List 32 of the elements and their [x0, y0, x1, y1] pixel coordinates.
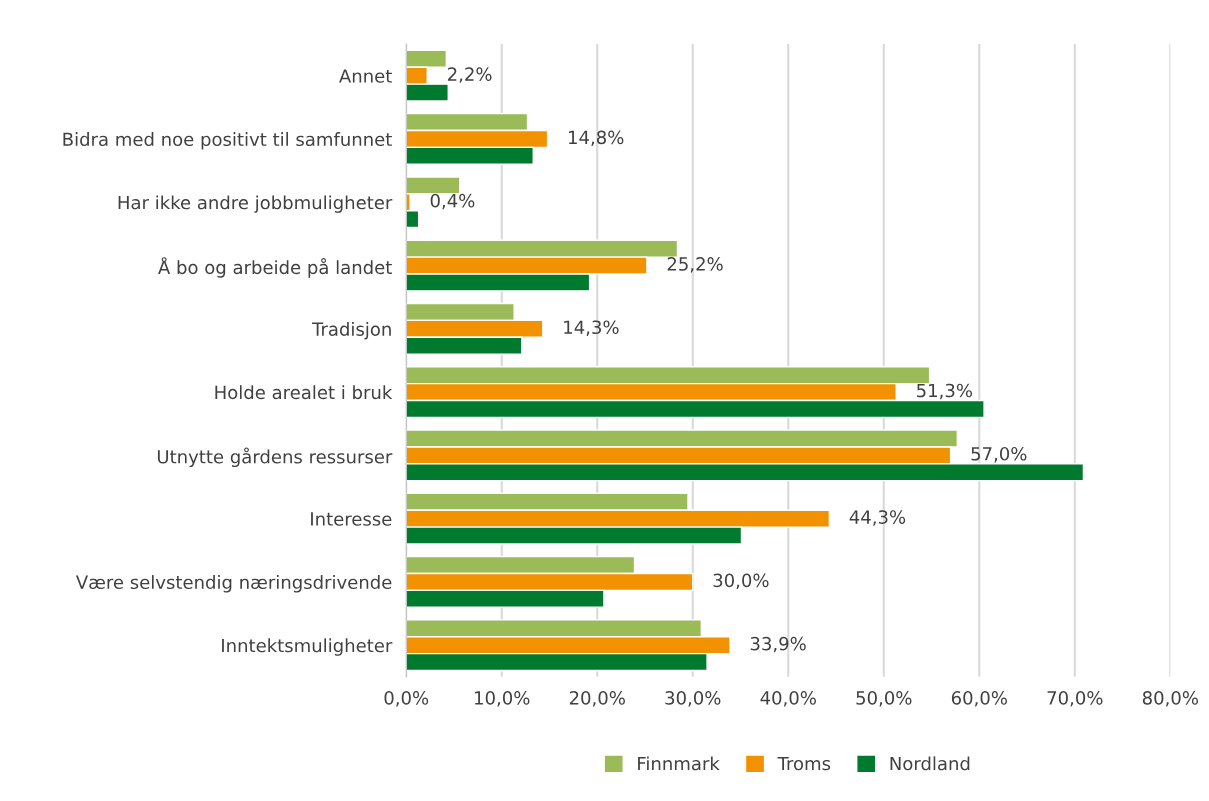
data-label: 30,0%	[713, 573, 769, 590]
data-label: 2,2%	[448, 67, 492, 83]
x-tick-label: 50,0%	[856, 691, 912, 707]
legend-label: Nordland	[890, 756, 970, 771]
data-label: 44,3%	[849, 510, 906, 526]
data-label: 25,2%	[667, 257, 723, 273]
y-tick-label: Interesse	[311, 512, 392, 526]
y-tick-label: Har ikke andre jobbmuligheter	[118, 195, 393, 213]
legend-label: Troms	[777, 756, 831, 771]
data-label: 33,9%	[750, 636, 806, 653]
y-tick-label: Tradisjon	[312, 321, 391, 340]
x-tick-label: 10,0%	[475, 691, 530, 707]
y-tick-label: Være selvstendig næringsdrivende	[75, 575, 392, 593]
legend-label: Finnmark	[638, 756, 720, 771]
x-tick-label: 40,0%	[760, 691, 816, 707]
x-tick-label: 30,0%	[665, 691, 721, 707]
y-tick-label: Å bo og arbeide på landet	[158, 257, 392, 278]
data-label: 14,8%	[569, 130, 624, 147]
x-tick-label: 60,0%	[951, 691, 1007, 707]
data-label: 51,3%	[917, 383, 972, 400]
y-tick-label: Utnytte gårdens ressurser	[157, 447, 393, 468]
x-tick-label: 70,0%	[1047, 691, 1103, 707]
y-tick-label: Annet	[339, 69, 392, 83]
y-tick-label: Bidra med noe positivt til samfunnet	[63, 132, 392, 150]
x-tick-label: 0,0%	[384, 691, 429, 707]
x-tick-label: 20,0%	[569, 691, 625, 707]
data-label: 14,3%	[564, 320, 619, 336]
data-label: 57,0%	[971, 446, 1027, 463]
data-label: 0,4%	[430, 193, 475, 210]
y-tick-label: Holde arealet i bruk	[215, 385, 393, 400]
y-tick-label: Inntektsmuligheter	[222, 638, 393, 656]
x-tick-label: 80,0%	[1142, 691, 1198, 707]
